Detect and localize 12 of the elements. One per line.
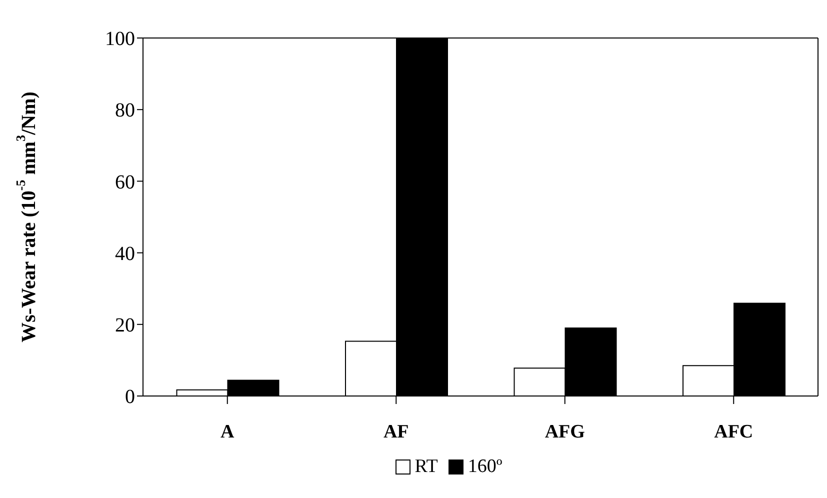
y-tick-label: 20	[115, 314, 135, 336]
y-tick-label: 60	[115, 171, 135, 194]
legend-label: 160º	[468, 456, 502, 478]
x-tick-label: AF	[383, 421, 409, 442]
y-tick-label: 0	[125, 386, 135, 408]
y-tick-label: 40	[115, 242, 135, 265]
x-tick-label: AFG	[544, 421, 586, 442]
x-tick-label: A	[220, 421, 235, 442]
y-tick-label: 100	[105, 28, 135, 50]
y-tick-label: 80	[115, 100, 135, 122]
x-tick-label: AFC	[714, 421, 754, 442]
legend-label: RT	[414, 456, 438, 478]
